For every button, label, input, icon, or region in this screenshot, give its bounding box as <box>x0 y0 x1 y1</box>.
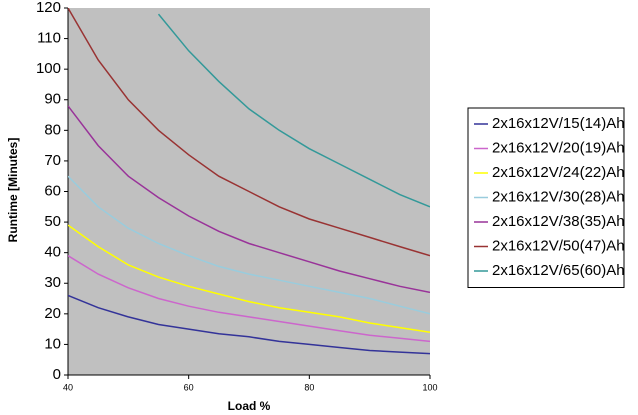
y-tick-label: 50 <box>44 213 61 230</box>
legend-label: 2x16x12V/65(60)Ah <box>492 262 625 279</box>
y-tick-label: 30 <box>44 274 61 291</box>
series-line <box>68 294 430 355</box>
legend-box <box>467 107 625 288</box>
series-line <box>68 255 430 343</box>
y-tick-label: 120 <box>36 0 61 16</box>
series-line <box>68 175 430 315</box>
y-tick-label: 90 <box>44 91 61 108</box>
series-line <box>68 224 430 333</box>
legend-label: 2x16x12V/50(47)Ah <box>492 237 625 254</box>
legend-label: 2x16x12V/20(19)Ah <box>492 139 625 156</box>
y-tick-label: 70 <box>44 152 61 169</box>
legend-label: 2x16x12V/30(28)Ah <box>492 188 625 205</box>
legend-label: 2x16x12V/24(22)Ah <box>492 164 625 181</box>
legend-label: 2x16x12V/38(35)Ah <box>492 213 625 230</box>
y-tick-label: 110 <box>37 30 61 47</box>
y-tick-label: 10 <box>44 335 61 352</box>
y-tick-label: 100 <box>36 60 61 77</box>
y-tick-label: 0 <box>53 366 61 383</box>
y-axis-label: Runtime [Minutes] <box>6 138 20 243</box>
y-tick-label: 20 <box>44 305 61 322</box>
x-tick-label: 100 <box>422 382 437 392</box>
legend-label: 2x16x12V/15(14)Ah <box>492 115 625 132</box>
lines <box>68 8 430 355</box>
series-line <box>68 8 430 257</box>
y-tick-label: 60 <box>44 182 61 199</box>
x-tick-label: 40 <box>63 382 73 392</box>
y-tick-label: 80 <box>44 121 61 138</box>
x-tick-label: 60 <box>184 382 194 392</box>
x-tick-label: 80 <box>304 382 314 392</box>
series-line <box>157 13 430 208</box>
y-tick-label: 40 <box>44 244 61 261</box>
series-line <box>68 105 430 294</box>
x-axis-label: Load % <box>228 399 271 413</box>
